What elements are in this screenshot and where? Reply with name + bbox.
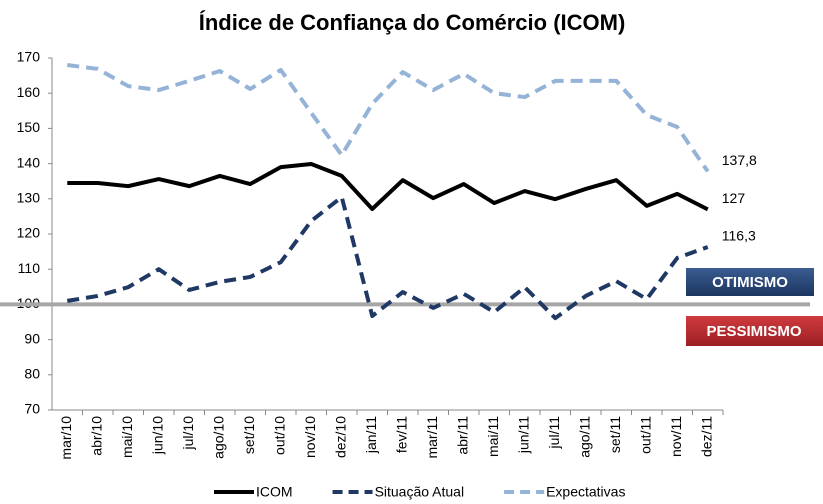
x-tick-label: jul/10 (180, 416, 196, 451)
annotation: OTIMISMO (712, 274, 788, 291)
data-label: 127 (722, 190, 746, 206)
y-tick-label: 140 (17, 154, 41, 170)
x-tick-label: mai/11 (485, 416, 501, 457)
y-tick-label: 160 (17, 84, 41, 100)
x-tick-label: mar/11 (424, 416, 440, 459)
y-tick-label: 70 (24, 401, 40, 417)
y-tick-label: 80 (24, 366, 40, 382)
x-tick-label: set/11 (607, 416, 623, 453)
legend-label: Situação Atual (375, 484, 465, 500)
y-tick-label: 120 (17, 225, 41, 241)
x-tick-label: ago/11 (576, 416, 592, 458)
series-line (66, 195, 709, 321)
x-tick-label: nov/10 (302, 416, 318, 458)
y-tick-label: 150 (17, 119, 41, 135)
x-tick-label: dez/10 (332, 416, 348, 458)
series-line (67, 161, 709, 212)
x-tick-label: out/11 (637, 416, 653, 454)
x-tick-label: out/10 (271, 416, 287, 455)
x-tick-label: fev/11 (393, 416, 409, 453)
x-tick-label: abr/10 (88, 416, 104, 456)
x-tick-label: mar/10 (58, 416, 74, 460)
x-tick-label: jul/11 (546, 416, 562, 450)
data-label: 116,3 (722, 228, 756, 244)
x-tick-label: jan/11 (363, 416, 379, 454)
x-tick-label: abr/11 (454, 416, 470, 455)
x-tick-label: ago/10 (210, 416, 226, 459)
y-tick-label: 90 (24, 330, 40, 346)
pessimism-box (686, 316, 823, 346)
legend-label: ICOM (256, 484, 293, 500)
x-tick-label: mai/10 (119, 416, 135, 458)
x-tick-label: set/10 (241, 416, 257, 454)
x-tick-label: jun/11 (515, 416, 531, 454)
series-line (66, 63, 710, 173)
y-tick-label: 130 (17, 190, 41, 206)
y-tick-label: 110 (18, 260, 41, 276)
data-label: 137,8 (722, 152, 757, 168)
y-tick-label: 170 (17, 49, 41, 65)
optimism-box (686, 268, 814, 296)
x-tick-label: nov/11 (668, 416, 684, 457)
x-tick-label: dez/11 (698, 416, 714, 457)
x-tick-label: jun/10 (149, 416, 165, 455)
annotation: PESSIMISMO (706, 323, 801, 340)
legend-label: Expectativas (546, 484, 625, 500)
chart-title: Índice de Confiança do Comércio (ICOM) (199, 10, 626, 35)
